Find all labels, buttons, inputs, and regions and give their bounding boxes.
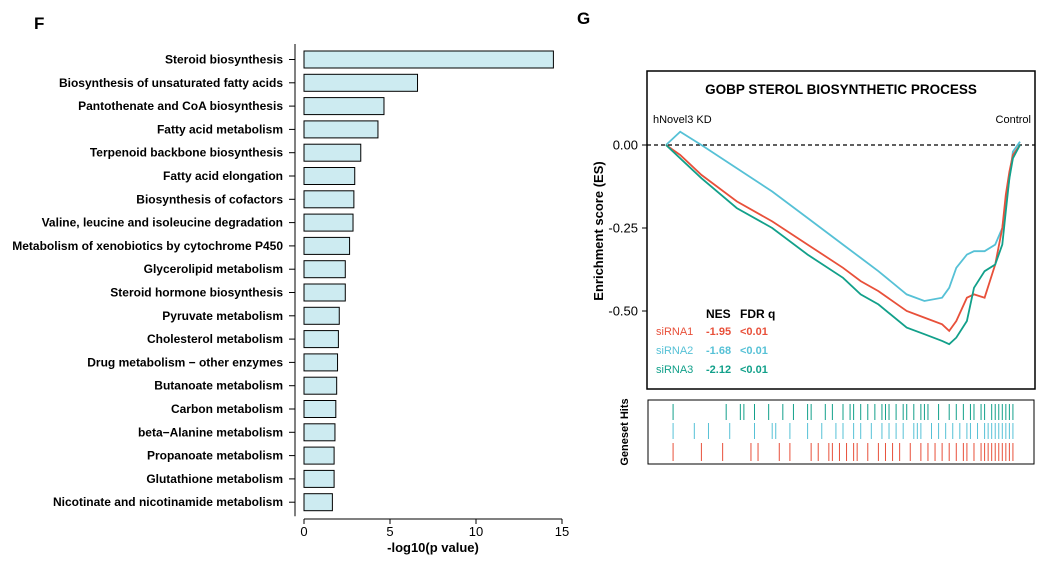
category-label: Biosynthesis of unsaturated fatty acids: [59, 76, 283, 90]
category-labels: Steroid biosynthesis Biosynthesis of unsa…: [12, 53, 295, 509]
bar: [303, 190, 355, 209]
stats-nes-value: -1.95: [706, 326, 731, 338]
category-label: Propanoate metabolism: [147, 449, 283, 463]
bar: [303, 376, 338, 395]
bar: [303, 423, 336, 442]
bar: [303, 353, 339, 372]
enrichment-plot-frame: [646, 70, 1036, 390]
bar: [303, 260, 346, 279]
category-label: Steroid biosynthesis: [165, 53, 283, 67]
category-label: Metabolism of xenobiotics by cytochrome …: [12, 239, 283, 253]
x-tick-label: 15: [555, 524, 569, 539]
x-tick-label: 0: [300, 524, 307, 539]
geneset-hits: [672, 404, 1014, 461]
bar: [303, 306, 340, 325]
x-tick-label: 10: [469, 524, 483, 539]
bar: [303, 97, 385, 116]
bar: [303, 330, 339, 349]
bar: [303, 283, 346, 302]
stats-nes-value: -2.12: [706, 364, 731, 376]
stats-table: NES FDR q siRNA1 -1.95 <0.01 siRNA2 -1.68 <0.…: [656, 307, 775, 376]
geneset-hits-frame: [647, 399, 1035, 465]
category-label: Terpenoid backbone biosynthesis: [90, 146, 283, 160]
category-label: Biosynthesis of cofactors: [136, 192, 283, 206]
stats-fdr-value: <0.01: [740, 364, 768, 376]
bars: [303, 50, 554, 512]
bar: [303, 120, 379, 139]
category-label: Fatty acid metabolism: [157, 122, 283, 136]
es-curve-siRNA2: [665, 130, 1021, 302]
annotation-left: hNovel3 KD: [653, 114, 712, 126]
es-y-ticks: 0.00 -0.25 -0.50: [608, 138, 647, 319]
bar: [303, 143, 362, 162]
category-label: Fatty acid elongation: [163, 169, 283, 183]
bar: [303, 167, 356, 185]
geneset-hits-label: Geneset Hits: [619, 398, 631, 465]
y-tick-label: -0.25: [608, 221, 638, 236]
stats-series-name: siRNA1: [656, 326, 693, 338]
x-tick-label: 5: [386, 524, 393, 539]
es-y-axis-label: Enrichment score (ES): [591, 161, 606, 300]
category-label: Steroid hormone biosynthesis: [110, 286, 283, 300]
category-label: Glutathione metabolism: [146, 472, 283, 486]
bar: [303, 446, 335, 465]
bar-chart: Steroid biosynthesis Biosynthesis of unsa…: [12, 44, 569, 555]
stats-header-fdr: FDR q: [740, 307, 775, 321]
category-label: Drug metabolism − other enzymes: [87, 355, 283, 369]
bar: [303, 73, 419, 92]
panel-label-g: G: [577, 9, 590, 28]
es-curves: [665, 130, 1021, 346]
category-label: Valine, leucine and isoleucine degradati…: [42, 216, 283, 230]
enrichment-plot: GOBP STEROL BIOSYNTHETIC PROCESS 0.00 -0.…: [591, 70, 1036, 466]
category-label: Nicotinate and nicotinamide metabolism: [53, 495, 283, 509]
stats-series-name: siRNA3: [656, 364, 693, 376]
panel-label-f: F: [34, 14, 44, 33]
stats-fdr-value: <0.01: [740, 345, 768, 357]
stats-fdr-value: <0.01: [740, 326, 768, 338]
es-curve-siRNA1: [665, 144, 1021, 333]
enrichment-plot-title: GOBP STEROL BIOSYNTHETIC PROCESS: [705, 82, 977, 97]
y-tick-label: 0.00: [613, 138, 638, 153]
stats-nes-value: -1.68: [706, 345, 731, 357]
category-label: Butanoate metabolism: [154, 379, 283, 393]
category-label: Carbon metabolism: [171, 402, 283, 416]
bar-x-ticks: 0 5 10 15: [300, 519, 569, 539]
bar: [303, 236, 351, 255]
stats-header-nes: NES: [706, 307, 731, 321]
bar: [303, 469, 335, 488]
category-label: Cholesterol metabolism: [147, 332, 283, 346]
bar-x-axis-label: -log10(p value): [387, 540, 479, 555]
y-tick-label: -0.50: [608, 304, 638, 319]
category-label: beta−Alanine metabolism: [138, 425, 283, 439]
bar: [303, 493, 333, 512]
category-label: Pyruvate metabolism: [162, 309, 283, 323]
category-label: Glycerolipid metabolism: [144, 262, 283, 276]
bar: [303, 50, 554, 69]
stats-series-name: siRNA2: [656, 345, 693, 357]
es-curve-siRNA3: [665, 144, 1021, 346]
bar: [303, 213, 354, 232]
bar: [303, 400, 337, 418]
category-label: Pantothenate and CoA biosynthesis: [78, 99, 283, 113]
annotation-right: Control: [996, 114, 1031, 126]
